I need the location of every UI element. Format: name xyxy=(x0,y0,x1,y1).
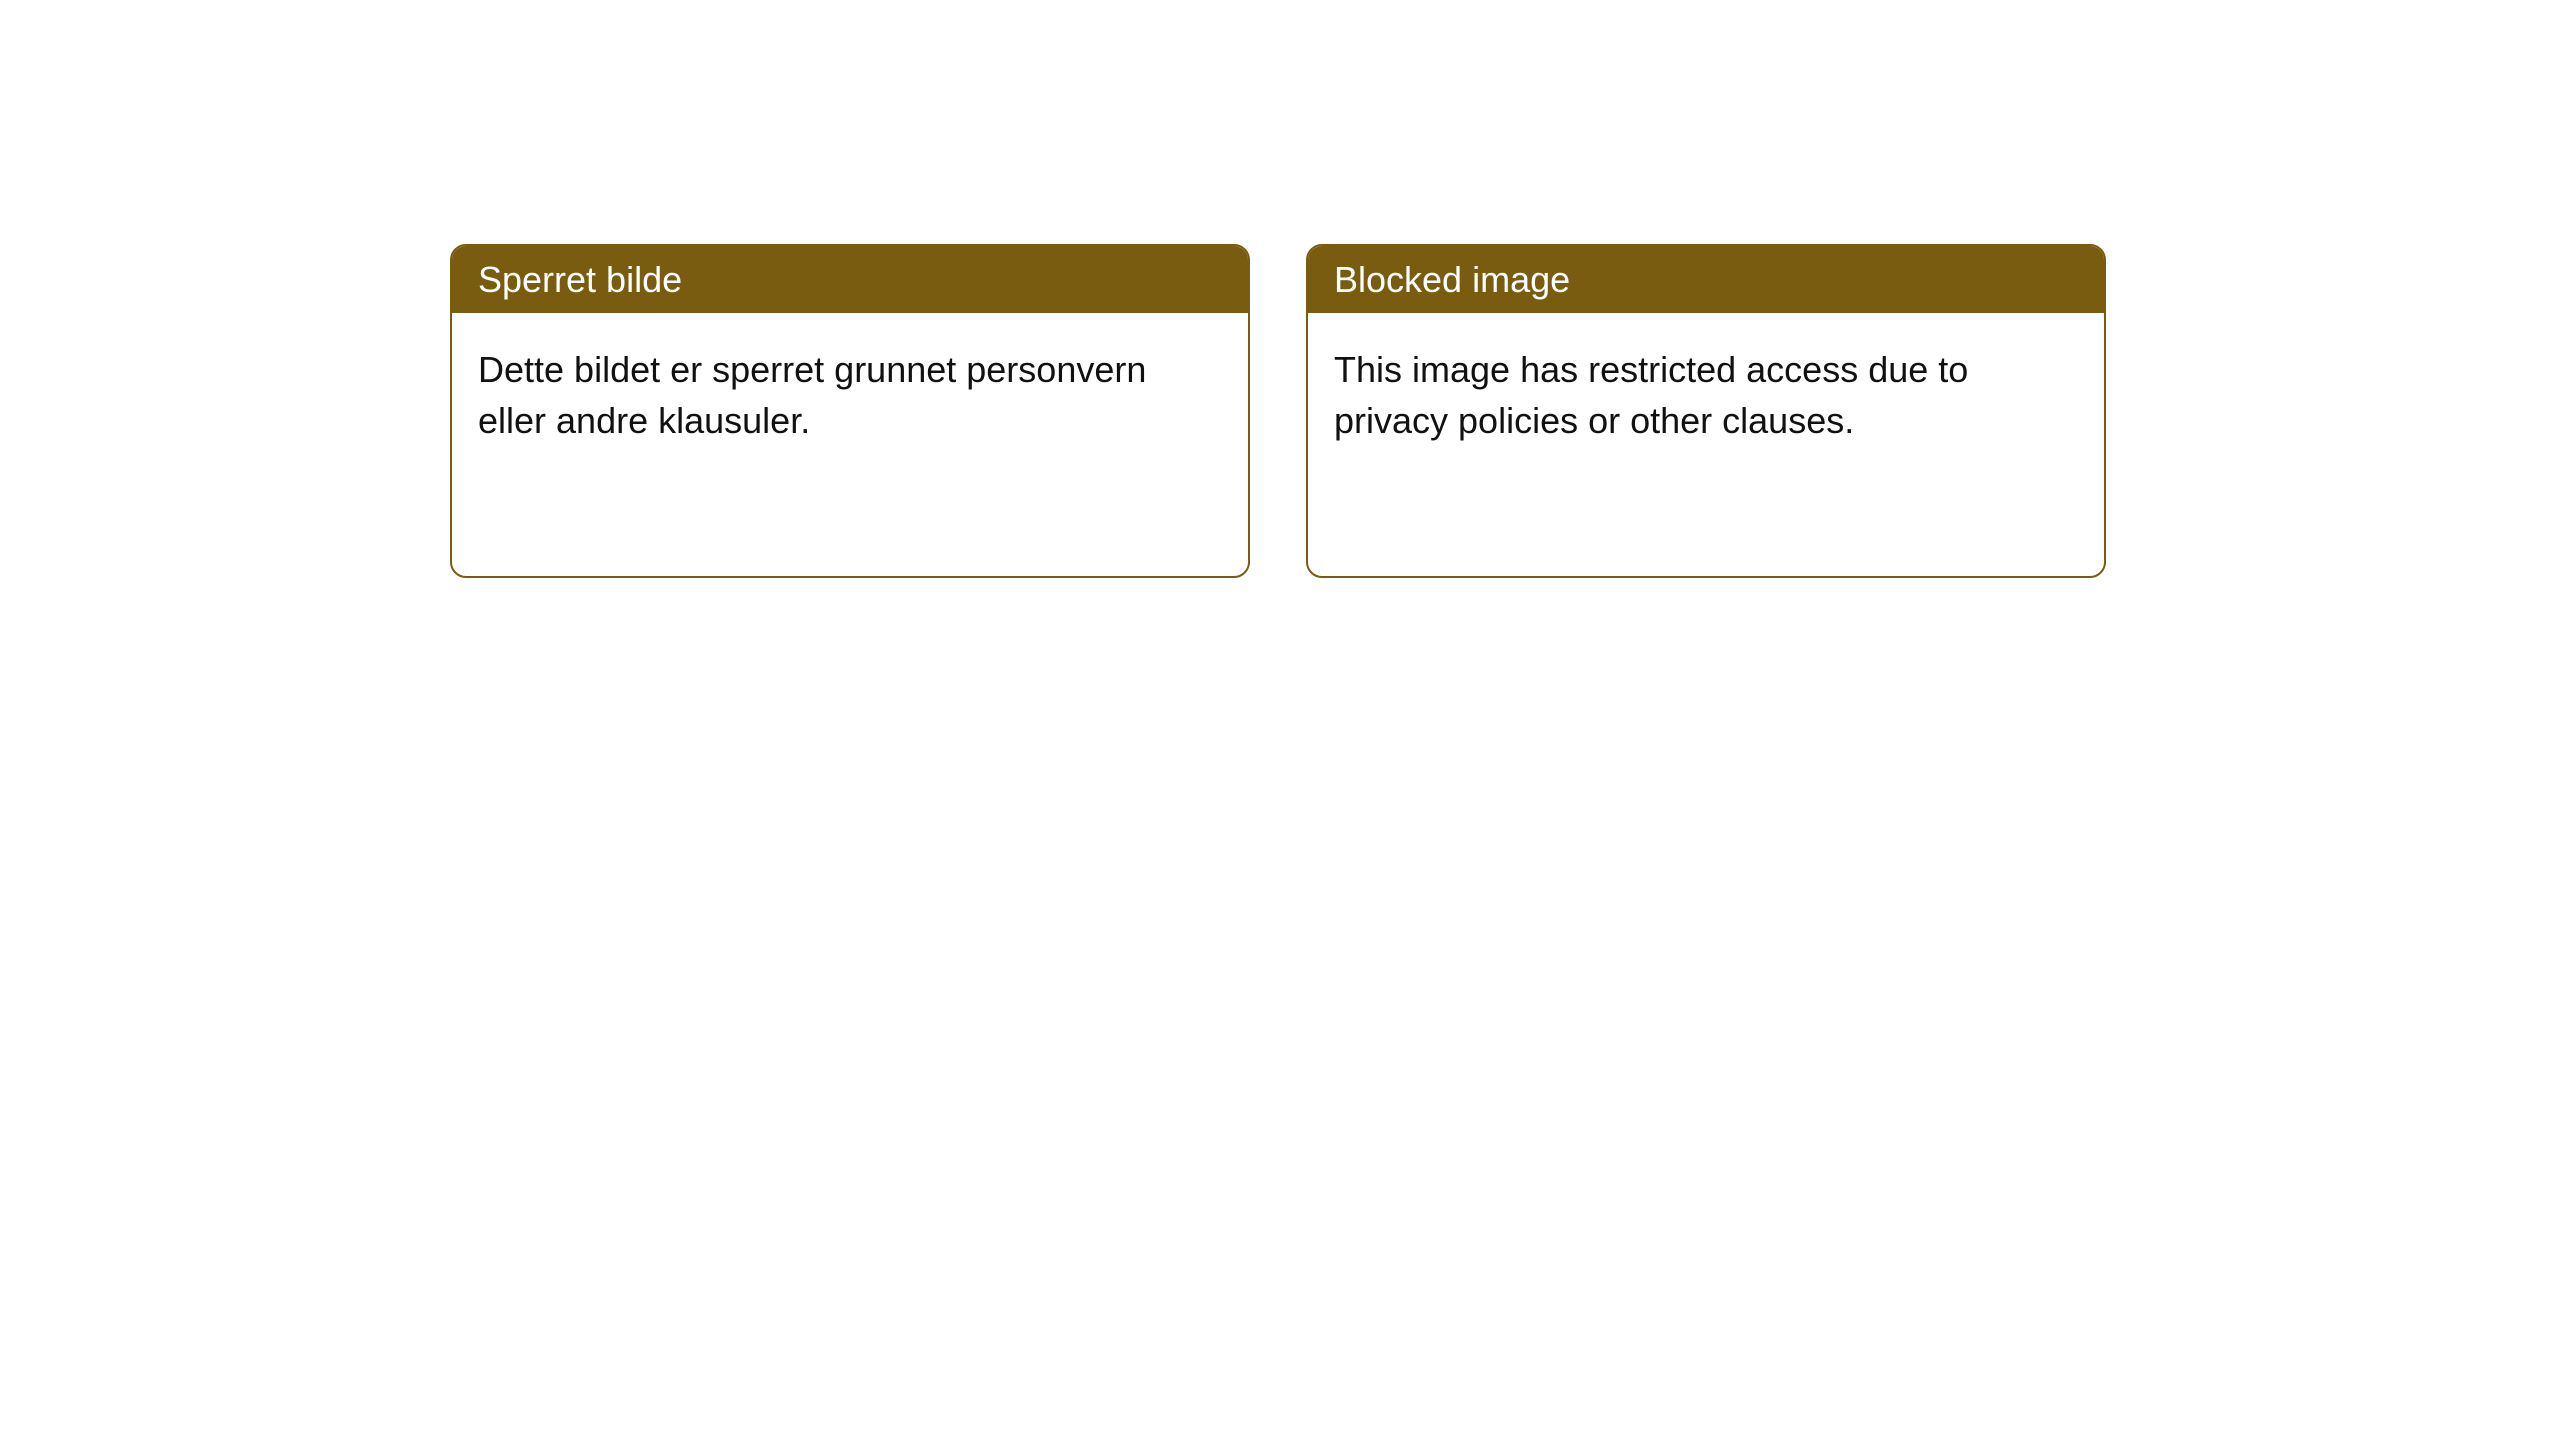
notice-body-norwegian: Dette bildet er sperret grunnet personve… xyxy=(452,313,1248,478)
notice-card-english: Blocked image This image has restricted … xyxy=(1306,244,2106,578)
notice-card-norwegian: Sperret bilde Dette bildet er sperret gr… xyxy=(450,244,1250,578)
notice-body-english: This image has restricted access due to … xyxy=(1308,313,2104,478)
notice-header-english: Blocked image xyxy=(1308,246,2104,313)
notice-container: Sperret bilde Dette bildet er sperret gr… xyxy=(450,244,2106,578)
notice-header-norwegian: Sperret bilde xyxy=(452,246,1248,313)
